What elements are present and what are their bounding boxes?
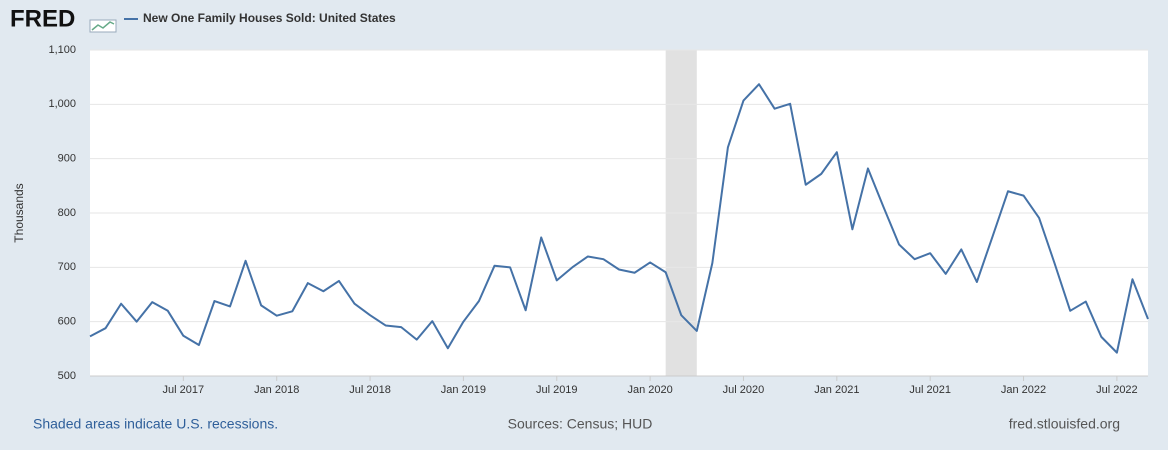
x-tick-label: Jul 2018	[349, 384, 391, 396]
site: fred.stlouisfed.org	[1009, 416, 1120, 432]
x-tick-label: Jul 2019	[536, 384, 578, 396]
logo-icon	[89, 19, 117, 33]
logo-icon-line	[91, 21, 115, 31]
y-tick-label: 1,100	[48, 44, 76, 56]
x-tick-label: Jul 2022	[1096, 384, 1138, 396]
logo: FRED	[10, 5, 75, 32]
x-tick-label: Jan 2019	[441, 384, 486, 396]
y-tick-label: 600	[58, 316, 76, 328]
x-tick-label: Jan 2022	[1001, 384, 1046, 396]
y-tick-label: 700	[58, 261, 76, 273]
y-axis-label: Thousands	[12, 183, 26, 242]
y-tick-label: 800	[58, 207, 76, 219]
legend-label: New One Family Houses Sold: United State…	[143, 11, 396, 25]
x-tick-label: Jan 2020	[627, 384, 672, 396]
x-tick-label: Jul 2021	[909, 384, 951, 396]
y-tick-label: 900	[58, 153, 76, 165]
source: Sources: Census; HUD	[508, 416, 653, 432]
y-tick-label: 1,000	[48, 98, 76, 110]
x-tick-label: Jul 2020	[723, 384, 765, 396]
x-tick-label: Jan 2018	[254, 384, 299, 396]
x-tick-label: Jul 2017	[163, 384, 205, 396]
x-tick-label: Jan 2021	[814, 384, 859, 396]
line-series	[89, 83, 1149, 354]
footnote: Shaded areas indicate U.S. recessions.	[33, 416, 278, 432]
y-tick-label: 500	[58, 370, 76, 382]
